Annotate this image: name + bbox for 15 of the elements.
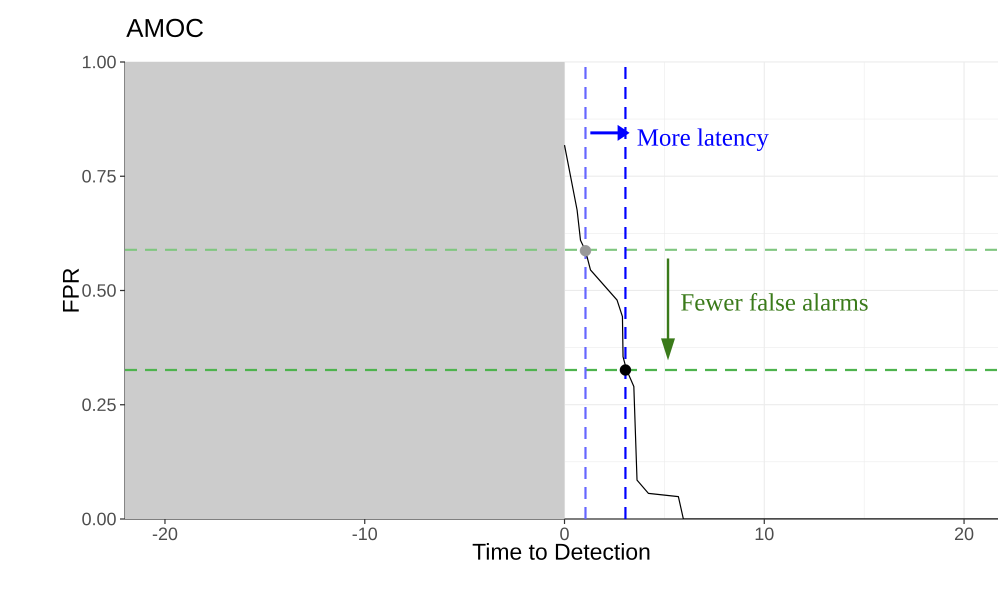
x-tick-label: -20 [152, 527, 178, 540]
y-tick-label: 0.50 [82, 284, 116, 297]
y-tick-label: 1.00 [82, 56, 116, 68]
chart-title: AMOC [126, 18, 203, 38]
y-tick-label: 0.75 [82, 170, 116, 183]
annotation: Fewer false alarms [681, 293, 868, 311]
y-tick-label: 0.25 [82, 398, 116, 412]
x-tick-label: 20 [954, 527, 974, 540]
annotation: More latency [638, 128, 769, 151]
x-tick-label: 10 [756, 527, 774, 540]
x-tick-label: 0 [560, 527, 569, 540]
x-tick-label: -10 [352, 527, 377, 540]
y-tick-label: 0.00 [82, 512, 116, 526]
x-axis-title: Time to Detection [472, 543, 650, 560]
y-axis-title: FPR [62, 268, 79, 312]
